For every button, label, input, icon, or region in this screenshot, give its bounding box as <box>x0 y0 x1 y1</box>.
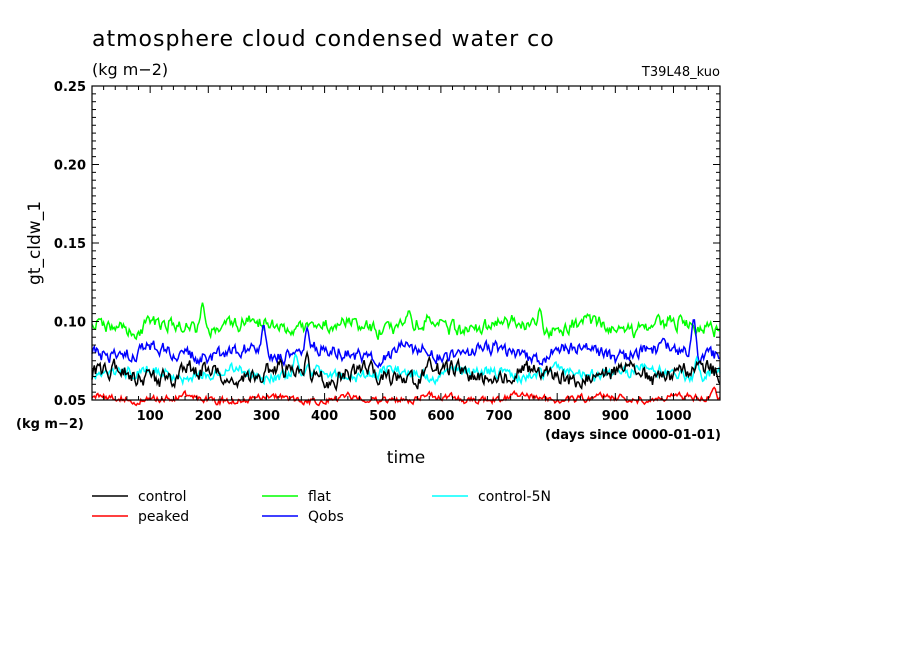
y-units-label: (kg m−2) <box>16 417 84 432</box>
series-line-flat <box>91 302 721 341</box>
x-tick-label: 800 <box>544 409 571 424</box>
y-axis-label: gt_cldw_1 <box>25 201 45 285</box>
x-tick-label: 400 <box>311 409 338 424</box>
y-tick-label: 0.25 <box>54 80 86 95</box>
tick-layer: 100 200 300 400 500 600 700 800 900 1000 0.05 0.10 0… <box>54 80 721 424</box>
x-tick-label: 300 <box>253 409 280 424</box>
series-layer <box>91 302 721 407</box>
y-tick-label: 0.05 <box>54 394 86 409</box>
series-line-qobs <box>91 319 721 369</box>
legend-label: Qobs <box>308 509 344 525</box>
x-tick-label: 700 <box>485 409 512 424</box>
x-tick-label: 600 <box>427 409 454 424</box>
chart-units: (kg m−2) <box>92 60 168 79</box>
x-tick-label: 500 <box>369 409 396 424</box>
legend-label: flat <box>308 489 331 505</box>
y-tick-label: 0.10 <box>54 316 86 331</box>
plot-frame <box>91 85 721 401</box>
x-units-label: (days since 0000-01-01) <box>545 428 721 443</box>
series-line-control <box>91 349 721 392</box>
x-tick-label: 100 <box>137 409 164 424</box>
chart-title: atmosphere cloud condensed water co <box>92 27 555 52</box>
legend-label: control-5N <box>478 489 551 505</box>
legend: control peaked flat Qobs control-5N <box>92 489 551 525</box>
y-tick-label: 0.15 <box>54 237 86 252</box>
x-tick-label: 200 <box>195 409 222 424</box>
experiment-label: T39L48_kuo <box>641 65 720 80</box>
legend-label: control <box>138 489 187 505</box>
x-tick-label: 900 <box>602 409 629 424</box>
legend-label: peaked <box>138 509 189 525</box>
x-tick-label: 1000 <box>655 409 691 424</box>
x-axis-label: time <box>387 448 425 468</box>
y-tick-label: 0.20 <box>54 159 86 174</box>
